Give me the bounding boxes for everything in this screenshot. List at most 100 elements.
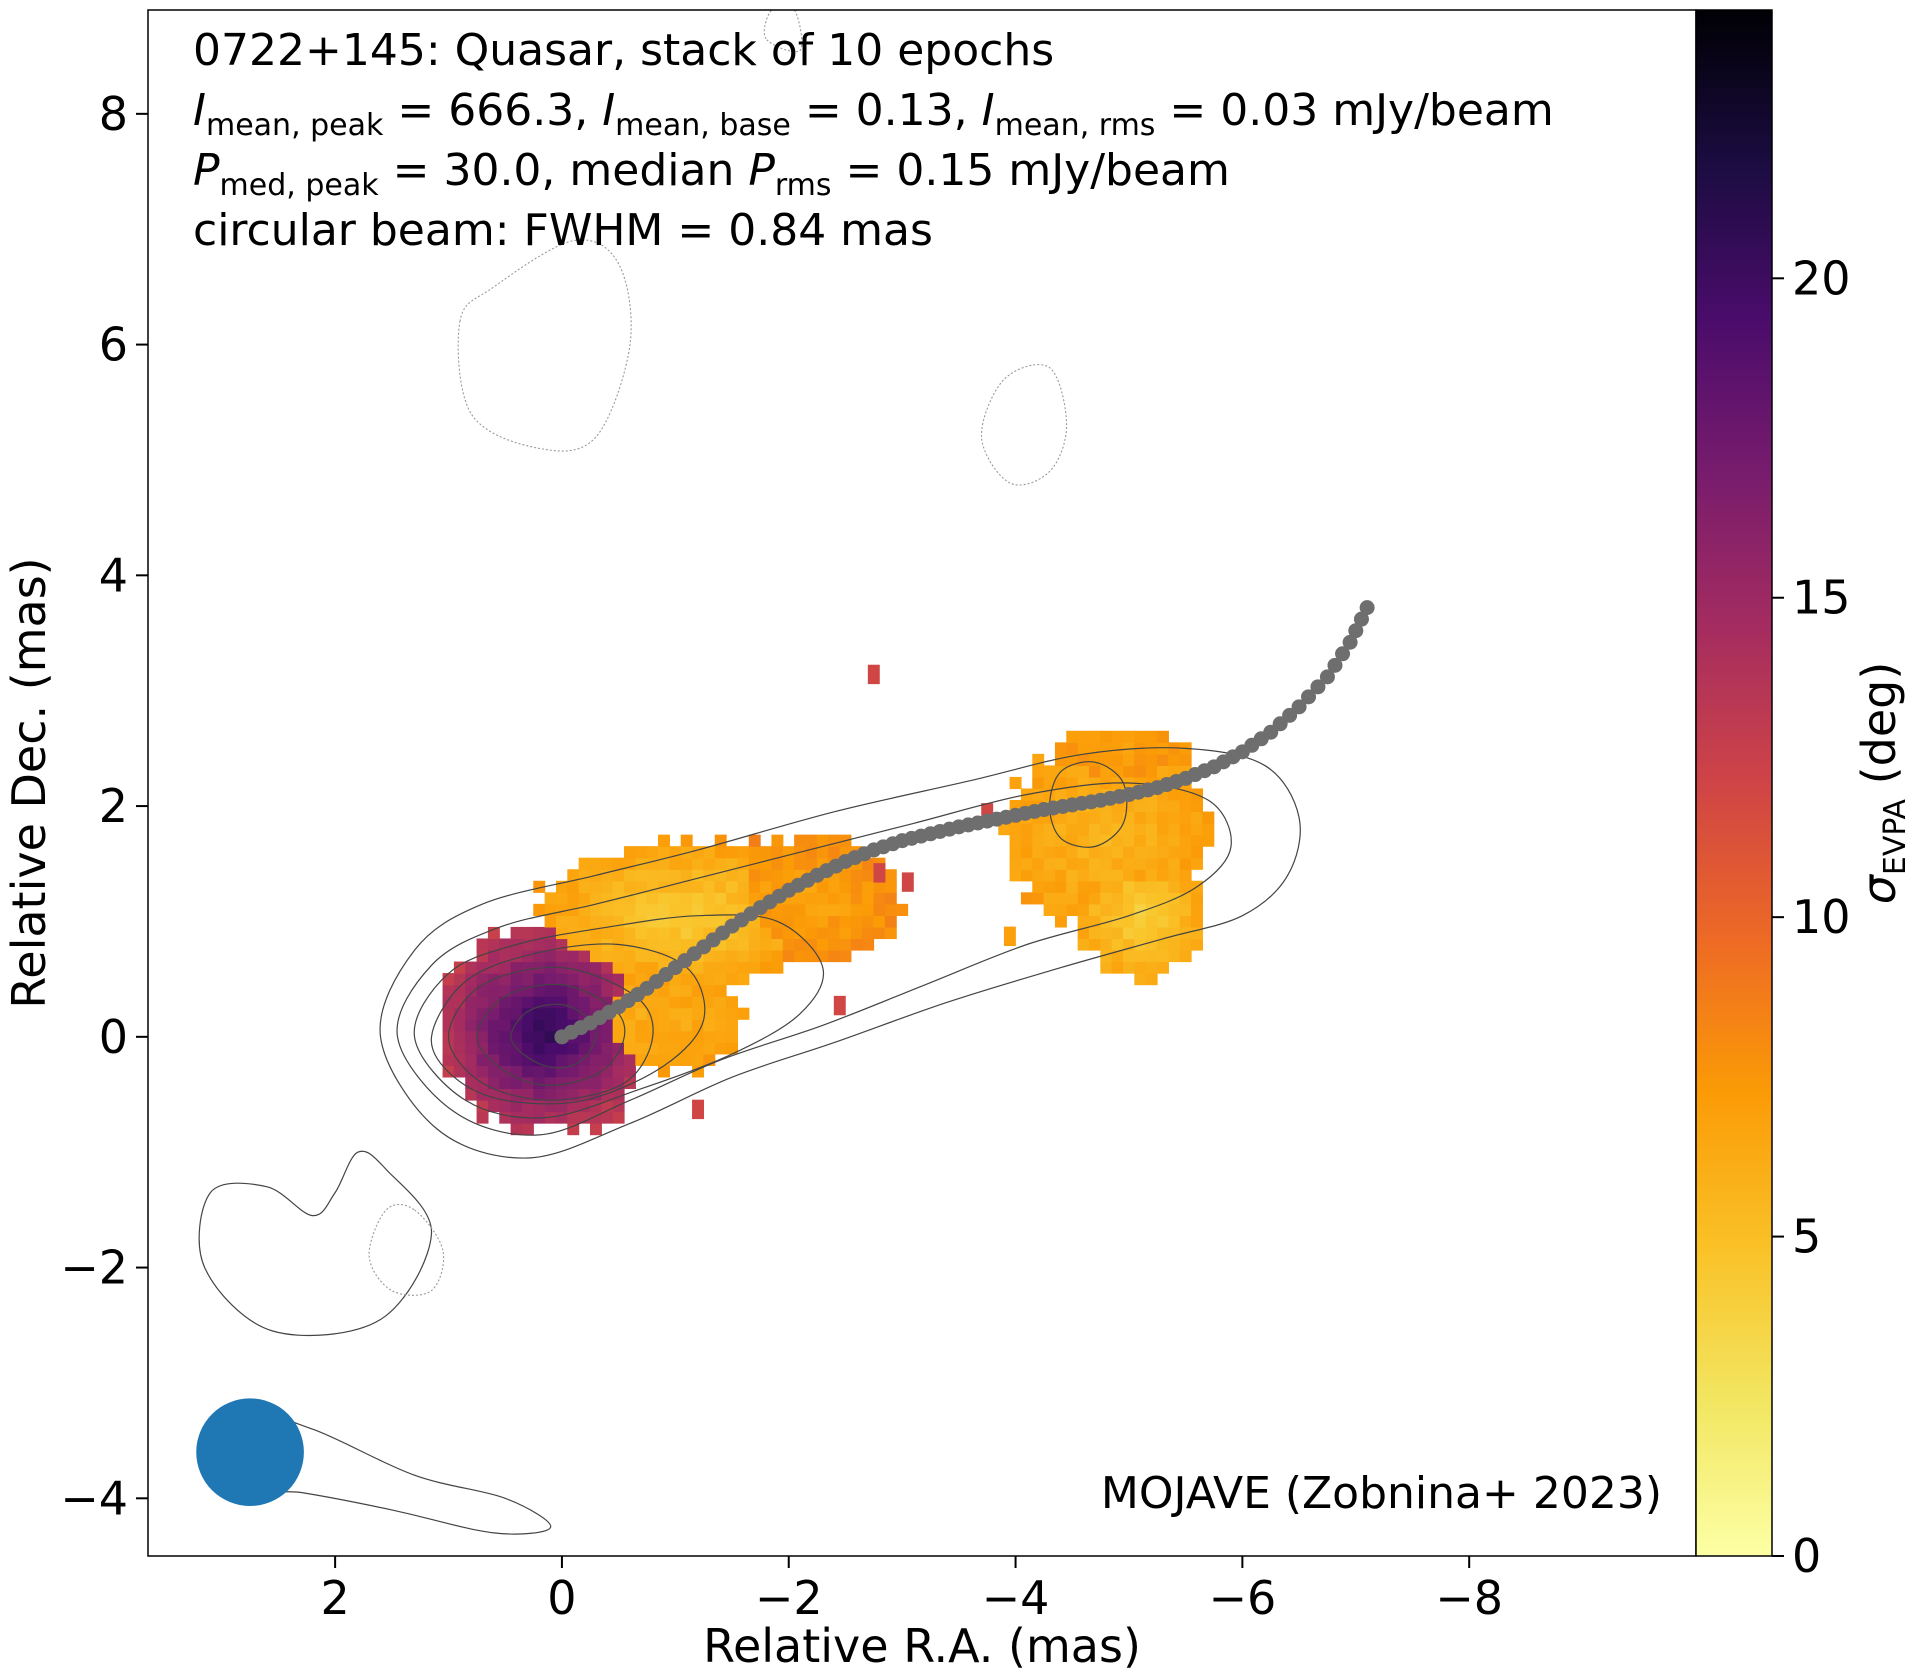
pol-pixel <box>612 984 625 997</box>
pol-pixel <box>624 1053 636 1066</box>
pol-pixel <box>1111 961 1124 974</box>
pol-pixel <box>555 1076 568 1090</box>
pol-pixel <box>680 834 693 847</box>
pol-pixel <box>487 1042 500 1055</box>
pol-pixel <box>1100 742 1113 755</box>
pol-pixel <box>453 973 466 986</box>
pol-pixel <box>1179 834 1192 847</box>
pol-pixel <box>521 1076 534 1090</box>
pol-speck <box>901 872 914 892</box>
pol-pixel <box>544 1030 557 1043</box>
pol-pixel <box>816 834 829 847</box>
pol-pixel <box>1088 823 1101 836</box>
pol-pixel <box>771 834 784 847</box>
pol-pixel <box>782 938 795 951</box>
pol-pixel <box>612 1099 625 1113</box>
pol-pixel <box>1077 892 1090 905</box>
pol-pixel <box>884 869 897 882</box>
pol-pixel <box>1145 800 1158 813</box>
pol-pixel <box>1145 753 1158 766</box>
pol-pixel <box>1043 776 1056 790</box>
pol-pixel <box>635 961 648 974</box>
pol-pixel <box>1145 949 1158 963</box>
pol-pixel <box>544 1099 557 1113</box>
pol-pixel <box>680 903 693 916</box>
pol-pixel <box>884 926 897 940</box>
pol-pixel <box>703 996 716 1009</box>
pol-pixel <box>839 880 852 893</box>
pol-pixel <box>1077 915 1090 928</box>
pol-pixel <box>1043 811 1056 824</box>
pol-pixel <box>1179 892 1192 905</box>
pol-pixel <box>487 1076 500 1090</box>
pol-pixel <box>589 973 602 986</box>
pol-pixel <box>465 1007 478 1020</box>
pol-pixel <box>873 903 886 916</box>
pol-pixel <box>658 915 670 928</box>
pol-pixel <box>487 1019 500 1032</box>
pol-pixel <box>680 1042 693 1055</box>
pol-pixel <box>533 1019 546 1032</box>
pol-pixel <box>635 880 648 893</box>
pol-pixel <box>782 846 795 859</box>
pol-pixel <box>510 1065 523 1078</box>
pol-pixel <box>1157 765 1169 778</box>
pol-pixel <box>612 926 625 940</box>
pol-pixel <box>499 961 512 974</box>
pol-pixel <box>1191 903 1203 916</box>
pol-pixel <box>669 1030 682 1043</box>
pol-pixel <box>1032 892 1045 905</box>
pol-pixel <box>1168 834 1181 847</box>
pol-pixel <box>816 903 829 916</box>
pol-pixel <box>726 903 739 916</box>
pol-pixel <box>726 949 739 963</box>
pol-pixel <box>589 915 602 928</box>
pol-pixel <box>544 1042 557 1055</box>
pol-pixel <box>601 961 614 974</box>
pol-pixel <box>1168 869 1181 882</box>
pol-pixel <box>635 869 648 882</box>
pol-pixel <box>816 892 829 905</box>
pol-pixel <box>555 1065 568 1078</box>
pol-pixel <box>782 892 795 905</box>
pol-pixel <box>453 1007 466 1020</box>
pol-pixel <box>589 1099 602 1113</box>
pol-pixel <box>1088 926 1101 940</box>
pol-pixel <box>624 1019 636 1032</box>
pol-pixel <box>1168 903 1181 916</box>
pol-pixel <box>680 1007 693 1020</box>
pol-pixel <box>816 880 829 893</box>
y-tick-label: 0 <box>99 1010 128 1064</box>
jet-ridgeline <box>554 600 1375 1045</box>
pol-pixel <box>850 915 863 928</box>
pol-pixel <box>1122 730 1135 743</box>
pol-pixel <box>578 973 591 986</box>
pol-pixel <box>510 961 523 974</box>
pol-pixel <box>1009 834 1022 847</box>
pol-pixel <box>850 938 863 951</box>
pol-pixel <box>1088 811 1101 824</box>
pol-pixel <box>771 938 784 951</box>
pol-pixel <box>499 1088 512 1101</box>
pol-pixel <box>521 1053 534 1066</box>
pol-pixel <box>499 1019 512 1032</box>
pol-pixel <box>1202 834 1215 847</box>
pol-pixel <box>510 1053 523 1066</box>
pol-pixel <box>555 938 568 951</box>
pol-pixel <box>601 1076 614 1090</box>
pol-pixel <box>533 949 546 963</box>
x-tick-label: −6 <box>1208 1571 1276 1625</box>
contour-line <box>447 966 654 1101</box>
pol-pixel <box>760 857 773 870</box>
pol-pixel <box>1043 823 1056 836</box>
pol-pixel <box>658 834 670 847</box>
pol-pixel <box>544 984 557 997</box>
pol-pixel <box>1032 834 1045 847</box>
pol-pixel <box>1020 857 1033 870</box>
pol-pixel <box>703 846 716 859</box>
pol-pixel <box>1066 788 1079 801</box>
pol-pixel <box>521 984 534 997</box>
pol-pixel <box>465 1053 478 1066</box>
pol-pixel <box>1168 949 1181 963</box>
pol-pixel <box>453 1053 466 1066</box>
